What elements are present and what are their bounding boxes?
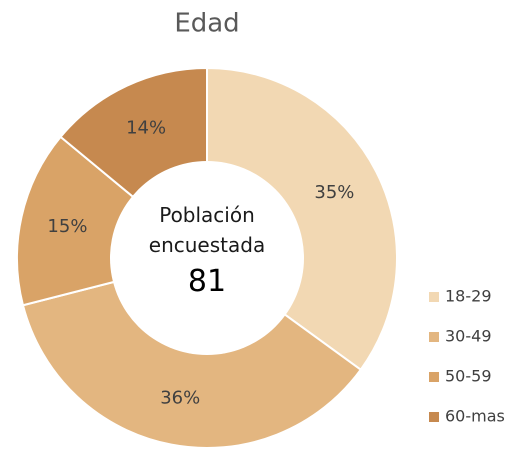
donut-hole xyxy=(110,161,304,355)
legend-label: 50-59 xyxy=(445,367,492,386)
labels: 35% 36% 15% 14% xyxy=(47,118,354,409)
legend-swatch xyxy=(429,292,439,302)
data-label: 36% xyxy=(160,387,200,408)
data-label: 35% xyxy=(314,182,354,203)
data-label: 15% xyxy=(47,216,87,237)
legend-swatch xyxy=(429,412,439,422)
slice xyxy=(206,66,398,372)
chart-title: Edad xyxy=(174,9,239,39)
legend-label: 18-29 xyxy=(445,287,492,306)
legend-swatch xyxy=(429,372,439,382)
center-annotation: Población encuestada 81 xyxy=(137,200,277,304)
legend-label: 30-49 xyxy=(445,327,492,346)
legend-swatch xyxy=(429,332,439,342)
legend-label: 60-mas xyxy=(445,407,505,426)
data-label: 14% xyxy=(126,118,166,139)
center-value: 81 xyxy=(187,264,227,299)
center-label: Población encuestada xyxy=(148,203,266,257)
